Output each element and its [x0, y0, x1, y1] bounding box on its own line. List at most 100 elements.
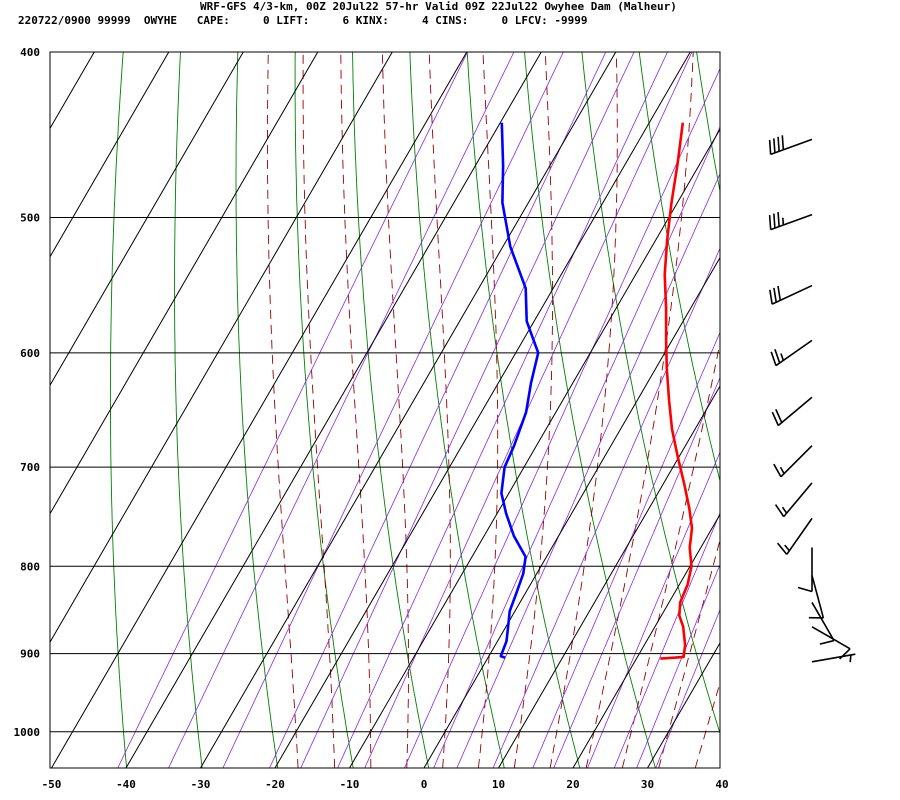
dry-adiabat [638, 52, 720, 483]
wind-barb-half-feather [780, 353, 785, 361]
wind-barb-feather [819, 639, 835, 645]
wind-barb-half-feather [779, 466, 785, 474]
wind-barb [768, 135, 813, 156]
temperature-tick-label: 10 [492, 778, 505, 791]
temperature-tick-label: -30 [191, 778, 211, 791]
mixing-ratio-line [433, 125, 720, 768]
wind-barb [773, 445, 813, 478]
dry-adiabat [696, 52, 720, 194]
moist-adiabat [302, 52, 336, 768]
temperature-tick-label: 40 [715, 778, 728, 791]
mixing-ratio-line [553, 376, 720, 768]
wind-barb-feather [775, 408, 783, 423]
chart-title: WRF-GFS 4/3-km, 00Z 20Jul22 57-hr Valid … [200, 0, 677, 13]
wind-barb-feather [773, 287, 777, 303]
moist-adiabat [513, 52, 553, 768]
wind-barbs [768, 135, 856, 663]
dry-adiabat [466, 52, 581, 768]
isotherm-line [125, 52, 542, 768]
wind-barb-half-feather [782, 217, 785, 226]
wind-barb [768, 211, 813, 231]
wind-barb [770, 339, 813, 367]
temperature-tick-label: 20 [566, 778, 579, 791]
isotherm-line [722, 52, 900, 768]
moist-adiabat [549, 52, 618, 768]
wind-barb-half-feather [849, 654, 852, 663]
grid [50, 51, 720, 733]
dewpoint-profile-line [499, 122, 540, 659]
isotherm-line [50, 52, 95, 130]
wind-barb-feather [773, 138, 776, 153]
isotherm-line [423, 256, 720, 768]
isotherm-line [0, 52, 20, 768]
wind-barb-feather [774, 348, 781, 364]
moist-adiabat [340, 52, 372, 768]
dry-adiabat [174, 52, 203, 768]
pressure-tick-label: 400 [20, 46, 40, 59]
wind-barb-feather [769, 289, 773, 305]
wind-barb [811, 602, 835, 645]
wind-barb-feather [774, 504, 785, 518]
mixing-ratio-line [532, 331, 720, 768]
wind-barb-feather [777, 211, 780, 227]
wind-barb-feather [777, 285, 782, 301]
temperature-tick-label: 0 [421, 778, 428, 791]
isotherm-line [50, 52, 319, 515]
wind-barb-feather [797, 586, 813, 593]
isotherm-line [50, 52, 393, 644]
wind-barb [811, 626, 851, 660]
wind-barb-feather [781, 135, 785, 150]
wind-barb [771, 396, 813, 427]
wind-barb-feather [776, 542, 788, 555]
pressure-tick-label: 900 [20, 648, 40, 661]
mixing-ratio-line [636, 563, 720, 768]
mixing-ratio-line [492, 247, 720, 768]
temperature-axis: -50 -40 -30 -20 -10 0 10 20 30 40 [42, 778, 729, 791]
dry-adiabat [235, 52, 279, 768]
dry-adiabat [811, 52, 900, 768]
pressure-tick-label: 500 [20, 212, 40, 225]
moist-adiabat [585, 52, 694, 768]
dry-adiabat [109, 52, 128, 768]
dry-adiabat [294, 52, 354, 768]
wind-barb-feather [773, 213, 776, 229]
isotherm-line [51, 52, 468, 768]
mixing-ratio-line [655, 608, 720, 768]
wind-barb-staff [777, 396, 813, 427]
mixing-ratio-line [168, 52, 515, 768]
pressure-tick-label: 800 [20, 560, 40, 573]
profiles [499, 122, 694, 660]
wind-barb-staff [770, 138, 813, 156]
mixing-ratio-line [613, 511, 720, 768]
wind-barb-staff [780, 445, 813, 478]
moist-adiabat [658, 538, 720, 768]
wind-barb-staff [811, 602, 835, 641]
dry-adiabat [409, 52, 505, 768]
isotherm-line [50, 52, 170, 258]
temperature-tick-label: -10 [340, 778, 360, 791]
station-info-line: 220722/0900 99999 OWYHE CAPE: 0 LIFT: 6 … [18, 14, 588, 27]
wind-barb-staff [811, 626, 851, 650]
moist-adiabat [428, 52, 451, 768]
mixing-ratio-line [269, 52, 607, 768]
wind-barb-staff [811, 575, 825, 619]
plot-frame [49, 51, 721, 769]
dry-adiabat [352, 52, 430, 768]
wind-barb-feather [768, 215, 772, 230]
isotherm-line [274, 52, 691, 768]
wind-barb-staff [775, 339, 813, 367]
wind-barb [811, 653, 856, 663]
wind-barb-staff [783, 482, 813, 518]
wind-barb-staff [786, 517, 813, 555]
pressure-tick-label: 1000 [14, 726, 41, 739]
temperature-tick-label: -20 [265, 778, 285, 791]
wind-barb [774, 482, 813, 518]
mixing-ratio-line [587, 451, 720, 768]
wind-barb-feather [768, 139, 772, 155]
pressure-tick-label: 700 [20, 461, 40, 474]
dry-adiabat [869, 52, 900, 768]
isotherm-line [498, 385, 720, 768]
wind-barb [776, 517, 813, 555]
isotherm-line [647, 642, 720, 768]
